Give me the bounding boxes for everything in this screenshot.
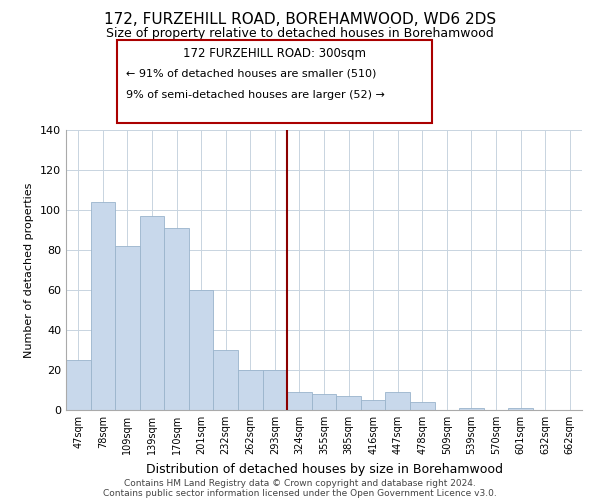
Bar [385, 392, 410, 410]
Bar [214, 350, 238, 410]
Text: 172 FURZEHILL ROAD: 300sqm: 172 FURZEHILL ROAD: 300sqm [183, 48, 366, 60]
Bar [508, 408, 533, 410]
Bar [140, 216, 164, 410]
Y-axis label: Number of detached properties: Number of detached properties [25, 182, 34, 358]
Text: Contains HM Land Registry data © Crown copyright and database right 2024.: Contains HM Land Registry data © Crown c… [124, 478, 476, 488]
Bar [66, 360, 91, 410]
Bar [287, 392, 312, 410]
Bar [410, 402, 434, 410]
Bar [115, 246, 140, 410]
Text: Size of property relative to detached houses in Borehamwood: Size of property relative to detached ho… [106, 28, 494, 40]
Bar [336, 396, 361, 410]
Bar [189, 290, 214, 410]
Text: 9% of semi-detached houses are larger (52) →: 9% of semi-detached houses are larger (5… [126, 90, 385, 100]
Text: Contains public sector information licensed under the Open Government Licence v3: Contains public sector information licen… [103, 488, 497, 498]
Bar [164, 228, 189, 410]
Bar [238, 370, 263, 410]
Text: ← 91% of detached houses are smaller (510): ← 91% of detached houses are smaller (51… [126, 68, 376, 78]
X-axis label: Distribution of detached houses by size in Borehamwood: Distribution of detached houses by size … [146, 462, 503, 475]
Bar [312, 394, 336, 410]
Bar [459, 408, 484, 410]
Bar [263, 370, 287, 410]
Text: 172, FURZEHILL ROAD, BOREHAMWOOD, WD6 2DS: 172, FURZEHILL ROAD, BOREHAMWOOD, WD6 2D… [104, 12, 496, 28]
Bar [91, 202, 115, 410]
Bar [361, 400, 385, 410]
